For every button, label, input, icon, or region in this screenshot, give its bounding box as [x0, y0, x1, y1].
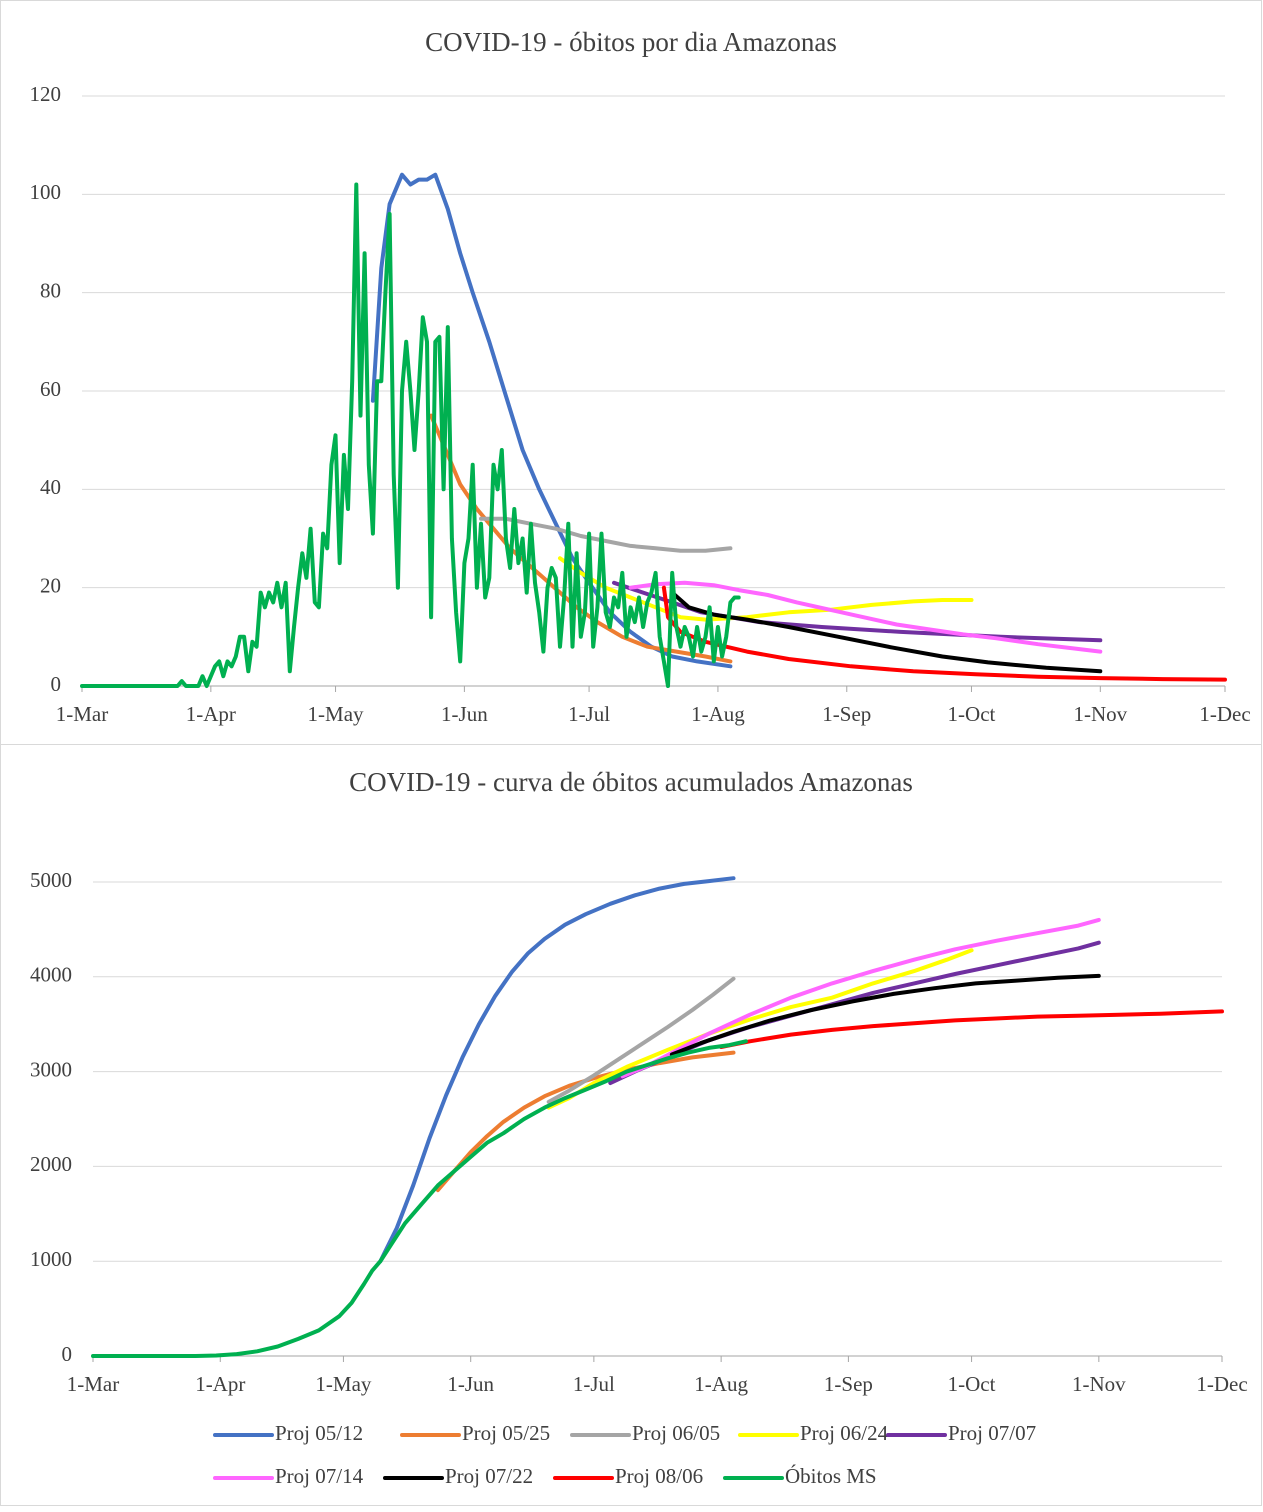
y-tick-label: 100	[30, 180, 62, 204]
x-tick-label: 1-Jun	[447, 1372, 494, 1396]
legend-label: Proj 05/12	[275, 1421, 363, 1445]
data-line	[370, 172, 733, 669]
x-tick-label: 1-Jul	[568, 702, 610, 726]
x-tick-label: 1-Oct	[948, 702, 996, 726]
y-tick-label: 3000	[30, 1057, 72, 1081]
data-line	[628, 580, 1103, 654]
data-line	[378, 876, 736, 1264]
x-tick-label: 1-Mar	[56, 702, 108, 726]
x-tick-label: 1-Oct	[948, 1372, 996, 1396]
legend-label: Proj 06/05	[632, 1421, 720, 1445]
data-line	[91, 1039, 748, 1358]
data-line	[546, 976, 736, 1104]
data-line	[670, 590, 1103, 674]
data-line	[479, 516, 733, 553]
data-line	[80, 182, 741, 688]
x-tick-label: 1-Dec	[1196, 1372, 1247, 1396]
data-line	[546, 948, 974, 1110]
y-tick-label: 1000	[30, 1247, 72, 1271]
legend-label: Proj 06/24	[800, 1421, 889, 1445]
legend-label: Óbitos MS	[785, 1464, 877, 1488]
legend-label: Proj 05/25	[462, 1421, 550, 1445]
x-tick-label: 1-Dec	[1199, 702, 1250, 726]
panel-frame	[0, 744, 1262, 1506]
x-tick-label: 1-Aug	[691, 702, 745, 726]
data-line	[435, 1050, 736, 1193]
y-tick-label: 4000	[30, 963, 72, 987]
legend-label: Proj 07/22	[445, 1464, 533, 1488]
y-tick-label: 0	[62, 1342, 73, 1366]
x-tick-label: 1-Sep	[822, 702, 871, 726]
chart-title: COVID-19 - óbitos por dia Amazonas	[425, 27, 837, 57]
y-tick-label: 20	[40, 573, 61, 597]
x-tick-label: 1-Apr	[195, 1372, 245, 1396]
data-line	[669, 973, 1101, 1057]
data-line	[719, 1009, 1224, 1049]
data-line	[661, 585, 1227, 682]
x-tick-label: 1-Aug	[694, 1372, 748, 1396]
y-tick-label: 80	[40, 278, 61, 302]
x-tick-label: 1-Mar	[67, 1372, 119, 1396]
y-tick-label: 120	[30, 82, 62, 106]
data-line	[620, 917, 1101, 1079]
x-tick-label: 1-Sep	[824, 1372, 873, 1396]
x-tick-label: 1-May	[308, 702, 364, 726]
x-tick-label: 1-Nov	[1073, 702, 1127, 726]
x-tick-label: 1-May	[315, 1372, 371, 1396]
chart-title: COVID-19 - curva de óbitos acumulados Am…	[349, 767, 913, 797]
x-tick-label: 1-Nov	[1072, 1372, 1126, 1396]
x-tick-label: 1-Jul	[573, 1372, 615, 1396]
y-tick-label: 40	[40, 475, 61, 499]
y-tick-label: 2000	[30, 1152, 72, 1176]
x-tick-label: 1-Apr	[186, 702, 236, 726]
legend-label: Proj 08/06	[615, 1464, 703, 1488]
y-tick-label: 0	[51, 672, 62, 696]
x-tick-label: 1-Jun	[441, 702, 488, 726]
data-line	[608, 940, 1101, 1085]
y-tick-label: 60	[40, 377, 61, 401]
legend-label: Proj 07/14	[275, 1464, 364, 1488]
y-tick-label: 5000	[30, 868, 72, 892]
legend-label: Proj 07/07	[948, 1421, 1036, 1445]
